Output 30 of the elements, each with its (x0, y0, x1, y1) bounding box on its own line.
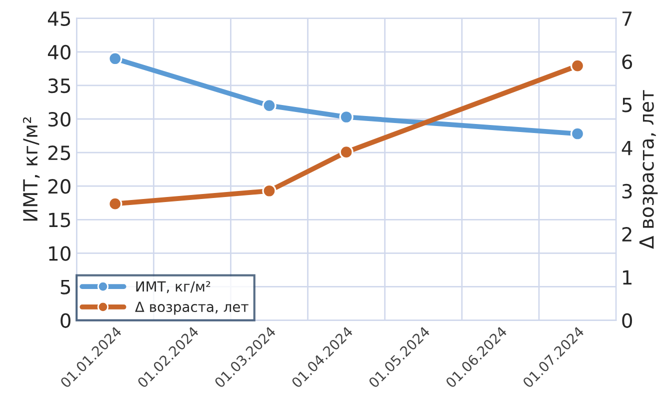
y2-tick-label: 4 (622, 140, 632, 156)
y2-tick-label: 2 (622, 226, 632, 242)
y2-tick-label: 1 (623, 270, 632, 285)
y-tick-label: 45 (48, 12, 70, 26)
y-tick-label: 0 (60, 313, 70, 328)
y2-axis-title: Δ возраста, лет (639, 90, 658, 249)
y2-tick-label: 3 (622, 184, 632, 199)
y2-tick-label: 6 (622, 54, 632, 70)
y2-tick-label: 5 (622, 98, 632, 112)
point (339, 144, 354, 160)
y-tick-label: 30 (48, 112, 70, 127)
point (339, 110, 354, 124)
y-tick-label: 20 (48, 179, 70, 194)
y-tick-label: 35 (48, 78, 70, 94)
point (108, 52, 122, 66)
legend-label: Δ возраста, лет (135, 302, 248, 315)
point (570, 58, 585, 73)
point (262, 184, 276, 198)
y2-tick-label: 7 (622, 12, 632, 26)
y-tick-label: 25 (48, 146, 70, 160)
y-tick-label: 40 (48, 44, 70, 60)
point (108, 196, 122, 211)
y-tick-label: 15 (49, 212, 70, 228)
y-tick-label: 5 (60, 280, 70, 294)
y-axis-title: ИМТ, кг/м² (22, 117, 40, 221)
y2-tick-label: 0 (622, 313, 632, 328)
point (262, 98, 276, 113)
point (570, 126, 585, 141)
legend-label: ИМТ, кг/м² (136, 281, 210, 294)
y-tick-label: 10 (49, 246, 70, 261)
